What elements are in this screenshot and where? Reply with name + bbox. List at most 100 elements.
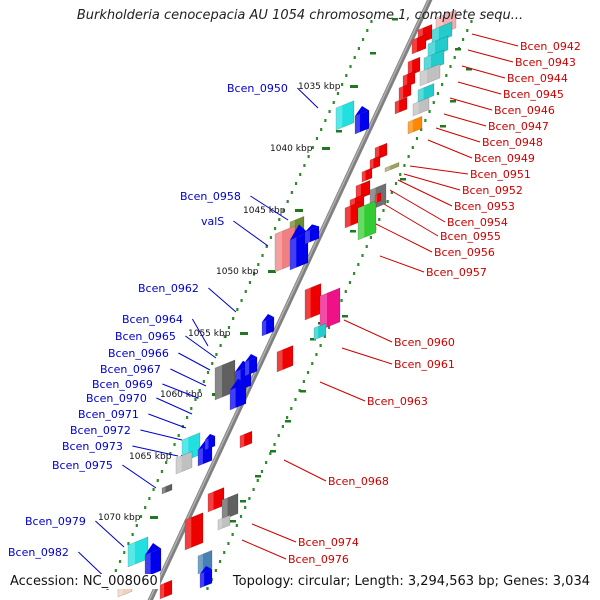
gene-label-reverse[interactable]: Bcen_0956 [434, 246, 495, 259]
gene-block[interactable] [261, 312, 275, 337]
tick-dot-left [294, 182, 298, 185]
gene-block[interactable] [419, 63, 441, 87]
gene-block[interactable] [276, 345, 294, 373]
gene-block[interactable] [344, 201, 362, 229]
gene-label-forward[interactable]: Bcen_0965 [115, 330, 176, 343]
gene-block[interactable] [161, 483, 173, 495]
gene-block[interactable] [407, 115, 423, 135]
gene-features[interactable] [117, 9, 457, 600]
gene-block[interactable] [411, 33, 427, 55]
gene-block[interactable] [221, 493, 239, 521]
gene-label-reverse[interactable]: Bcen_0944 [507, 72, 568, 85]
gene-block[interactable] [394, 96, 408, 115]
tick-dot-left [127, 542, 130, 545]
gene-labels[interactable]: Bcen_0950 Bcen_0958 valS Bcen_0962 Bcen_0964… [8, 40, 581, 566]
gene-label-reverse[interactable]: Bcen_0945 [503, 88, 564, 101]
gene-label-reverse[interactable]: Bcen_0954 [447, 216, 508, 229]
gene-label-forward[interactable]: Bcen_0967 [100, 363, 161, 376]
gene-block[interactable] [244, 352, 258, 377]
gene-block[interactable] [369, 155, 381, 171]
track-tick [240, 500, 246, 503]
gene-label-reverse[interactable]: Bcen_0942 [520, 40, 581, 53]
tick-dot-right [357, 263, 360, 266]
gene-label-reverse[interactable]: Bcen_0943 [515, 56, 576, 69]
gene-label-reverse[interactable]: Bcen_0952 [462, 184, 523, 197]
kbp-tick-mark [295, 209, 303, 212]
gene-label-reverse[interactable]: Bcen_0955 [440, 230, 501, 243]
gene-block[interactable] [361, 167, 373, 183]
gene-label-reverse[interactable]: Bcen_0974 [298, 536, 359, 549]
gene-block[interactable] [374, 192, 382, 204]
gene-block[interactable] [289, 221, 309, 271]
gene-label-reverse[interactable]: Bcen_0948 [482, 136, 543, 149]
gene-label-reverse[interactable]: Bcen_0968 [328, 475, 389, 488]
gene-block[interactable] [423, 49, 445, 73]
gene-label-reverse[interactable]: Bcen_0953 [454, 200, 515, 213]
gene-label-reverse[interactable]: Bcen_0963 [367, 395, 428, 408]
leader-line [471, 33, 519, 47]
gene-label-forward[interactable]: Bcen_0975 [52, 459, 113, 472]
gene-label-forward[interactable]: Bcen_0973 [62, 440, 123, 453]
gene-block[interactable] [239, 430, 253, 449]
tick-dot-left [336, 92, 340, 95]
tick-dot-left [185, 416, 189, 419]
gene-block[interactable] [304, 283, 322, 321]
gene-block[interactable] [199, 564, 213, 589]
gene-block[interactable] [313, 322, 327, 341]
gene-label-reverse[interactable]: Bcen_0961 [394, 358, 455, 371]
gene-block[interactable] [204, 432, 216, 451]
gene-block[interactable] [175, 451, 193, 475]
gene-block[interactable] [319, 287, 341, 331]
gene-label-reverse[interactable]: Bcen_0976 [288, 553, 349, 566]
gene-block[interactable] [374, 142, 388, 161]
gene-block[interactable] [304, 222, 320, 245]
gene-label-reverse[interactable]: Bcen_0957 [426, 266, 487, 279]
gene-label-forward[interactable]: Bcen_0971 [78, 408, 139, 421]
gene-label-reverse[interactable]: Bcen_0960 [394, 336, 455, 349]
track-tick [392, 18, 398, 21]
gene-label-reverse[interactable]: Bcen_0949 [474, 152, 535, 165]
gene-block[interactable] [217, 514, 231, 531]
gene-label-forward[interactable]: Bcen_0979 [25, 515, 86, 528]
kbp-tick-mark [322, 147, 330, 150]
gene-block[interactable] [144, 540, 162, 578]
gene-block[interactable] [407, 56, 421, 77]
gene-label-reverse[interactable]: Bcen_0947 [488, 120, 549, 133]
gene-label-reverse[interactable]: Bcen_0951 [470, 168, 531, 181]
gene-block[interactable] [214, 359, 236, 401]
gene-label-forward[interactable]: Bcen_0970 [86, 392, 147, 405]
gene-block[interactable] [184, 512, 204, 551]
gene-label-forward[interactable]: Bcen_0982 [8, 546, 69, 559]
tick-dot-right [244, 506, 247, 509]
leader-line [427, 139, 473, 159]
gene-label-forward[interactable]: Bcen_0972 [70, 424, 131, 437]
gene-label-forward[interactable]: Bcen_0966 [108, 347, 169, 360]
gene-block[interactable] [159, 579, 173, 600]
gene-label-forward[interactable]: Bcen_0969 [92, 378, 153, 391]
tick-dot-right [365, 245, 368, 248]
gene-label-forward[interactable]: valS [201, 215, 224, 228]
gene-block[interactable] [127, 536, 149, 568]
tick-dot-right [461, 38, 465, 41]
gene-block[interactable] [335, 100, 355, 131]
gene-block[interactable] [412, 97, 430, 117]
kbp-tick-mark [268, 270, 276, 273]
tick-dot-right [248, 497, 251, 500]
leader-line [343, 319, 393, 343]
gene-label-forward[interactable]: Bcen_0964 [122, 313, 183, 326]
gene-label-reverse[interactable]: Bcen_0946 [494, 104, 555, 117]
tick-dot-left [190, 407, 193, 410]
gene-block[interactable] [398, 82, 412, 101]
gene-label-forward[interactable]: Bcen_0950 [227, 82, 288, 95]
gene-block[interactable] [229, 376, 247, 411]
gene-label-forward[interactable]: Bcen_0962 [138, 282, 199, 295]
gene-block[interactable] [357, 200, 377, 241]
gene-label-forward[interactable]: Bcen_0958 [180, 190, 241, 203]
gene-block[interactable] [207, 487, 225, 513]
gene-block[interactable] [427, 35, 449, 59]
gene-block[interactable] [354, 103, 370, 135]
gene-block[interactable] [384, 161, 400, 173]
tick-dot-right [281, 425, 285, 428]
leader-line [383, 203, 439, 237]
